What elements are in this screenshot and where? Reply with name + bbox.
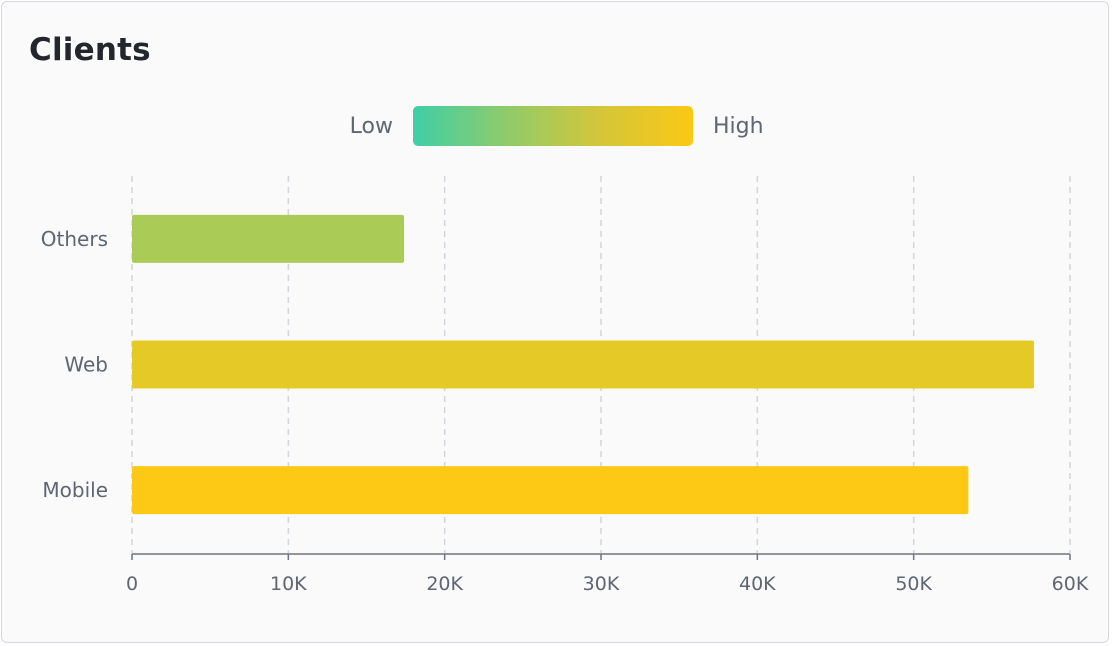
x-tick-label-20k: 20K bbox=[426, 573, 463, 595]
y-tick-label-web: Web bbox=[64, 353, 108, 377]
legend-high-label: High bbox=[713, 114, 764, 139]
legend-low-label: Low bbox=[350, 114, 393, 139]
y-tick-label-mobile: Mobile bbox=[42, 478, 108, 502]
legend: Low High bbox=[350, 106, 764, 146]
legend-gradient-bar[interactable] bbox=[413, 106, 693, 146]
x-tick-label-10k: 10K bbox=[270, 573, 307, 595]
x-tick-label-0: 0 bbox=[126, 573, 138, 595]
bar-others[interactable] bbox=[132, 214, 405, 263]
y-axis: Others Web Mobile bbox=[41, 227, 108, 502]
x-tick-label-50k: 50K bbox=[895, 573, 932, 595]
y-tick-label-others: Others bbox=[41, 227, 108, 251]
bars bbox=[132, 214, 1035, 515]
x-tick-label-30k: 30K bbox=[583, 573, 620, 595]
bar-mobile[interactable] bbox=[132, 466, 969, 515]
x-tick-label-60k: 60K bbox=[1052, 573, 1089, 595]
bar-web[interactable] bbox=[132, 340, 1035, 389]
x-axis: 0 10K 20K 30K 40K 50K 60K bbox=[126, 553, 1089, 595]
x-tick-label-40k: 40K bbox=[739, 573, 776, 595]
chart-title: Clients bbox=[29, 32, 151, 68]
